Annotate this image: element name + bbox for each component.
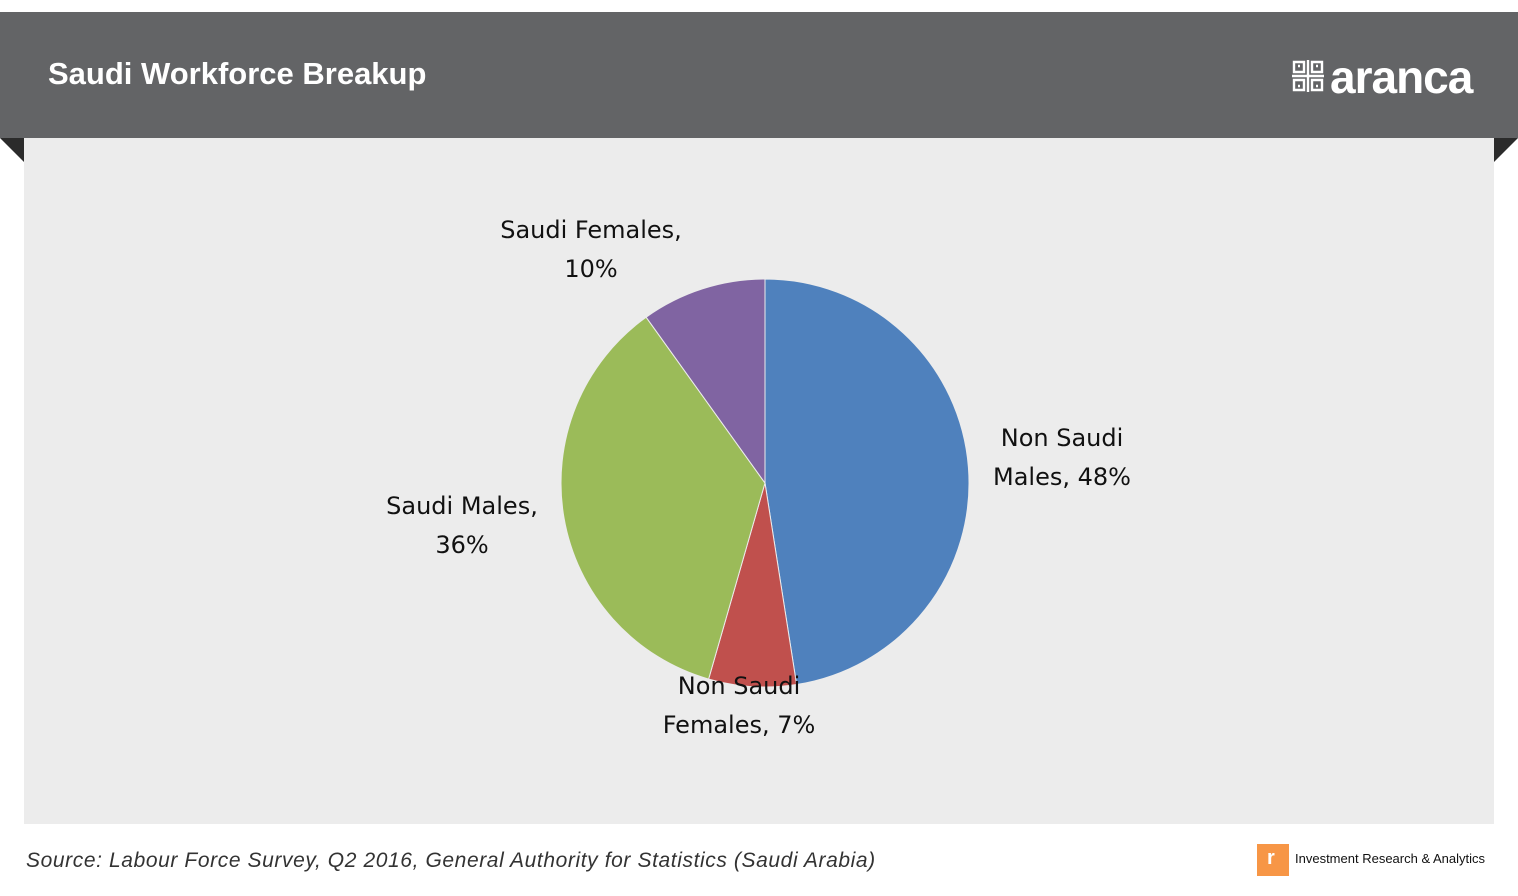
data-label-saudi-females: Saudi Females, 10% <box>500 216 682 283</box>
source-note: Source: Labour Force Survey, Q2 2016, Ge… <box>26 849 876 872</box>
data-label-saudi-males: Saudi Males, 36% <box>386 492 538 559</box>
banner-fold-left <box>0 138 24 162</box>
banner-fold-right <box>1494 138 1518 162</box>
aranca-logo-icon <box>1292 60 1324 92</box>
top-margin <box>0 0 1518 12</box>
pie-slice-saudi-females <box>645 278 766 485</box>
page-title: Saudi Workforce Breakup <box>48 56 427 91</box>
chart-panel: Non Saudi Males, 48% Non Saudi Females, 7% S… <box>24 138 1494 824</box>
pie-slice-saudi-males <box>560 316 766 680</box>
pie-slice-non-saudi-males <box>764 278 970 686</box>
brand-name: aranca <box>1330 51 1473 103</box>
data-label-non-saudi-males: Non Saudi Males, 48% <box>993 424 1131 491</box>
footer-tagline: Investment Research & Analytics <box>1295 851 1486 866</box>
pie-chart: Non Saudi Males, 48% Non Saudi Females, 7% S… <box>386 216 1131 739</box>
data-label-non-saudi-females: Non Saudi Females, 7% <box>663 672 816 739</box>
header-banner: Saudi Workforce Breakup aranca <box>0 12 1518 138</box>
footer-badge-icon: r <box>1257 844 1289 876</box>
